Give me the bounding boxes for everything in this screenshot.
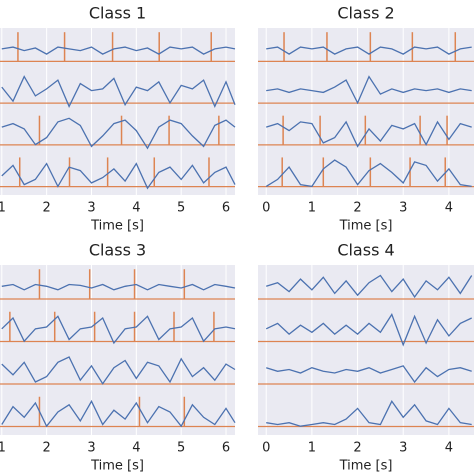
x-tick-label: 5 <box>177 441 185 456</box>
panel-title: Class 1 <box>89 4 146 23</box>
signal-trace <box>266 46 472 55</box>
x-axis-label: Time [s] <box>339 219 393 234</box>
signal-trace <box>1 46 236 55</box>
x-tick-label: 2 <box>43 201 51 216</box>
signal-trace <box>1 356 236 385</box>
plot-area <box>258 265 474 435</box>
x-tick-label: 3 <box>87 201 95 216</box>
x-tick-label: 3 <box>399 201 407 216</box>
x-tick-label: 4 <box>445 201 453 216</box>
signal-trace <box>266 120 472 148</box>
x-tick-label: 4 <box>132 201 140 216</box>
x-tick-label: 1 <box>0 441 6 456</box>
x-tick-label: 3 <box>399 441 407 456</box>
x-axis-label: Time [s] <box>339 459 393 474</box>
x-tick-label: 1 <box>308 201 316 216</box>
x-tick-label: 6 <box>222 201 230 216</box>
signal-trace <box>266 400 472 427</box>
signal-trace <box>1 162 236 190</box>
x-tick-label: 4 <box>445 441 453 456</box>
signal-trace <box>1 117 236 150</box>
signal-trace <box>266 365 472 384</box>
x-tick-label: 0 <box>262 201 270 216</box>
x-tick-label: 1 <box>308 441 316 456</box>
x-tick-label: 0 <box>262 441 270 456</box>
signal-trace <box>1 399 236 428</box>
x-tick-label: 6 <box>222 441 230 456</box>
signal-trace <box>265 313 472 347</box>
panel-title: Class 2 <box>337 4 394 23</box>
signal-trace <box>266 274 473 299</box>
plot-area <box>0 28 235 195</box>
x-tick-label: 2 <box>353 441 361 456</box>
x-tick-label: 5 <box>177 201 185 216</box>
signal-trace <box>1 283 236 291</box>
signal-trace <box>1 315 236 345</box>
signal-trace <box>265 159 472 188</box>
plot-area <box>258 28 474 195</box>
signal-trace <box>1 75 236 109</box>
x-tick-label: 2 <box>353 201 361 216</box>
x-axis-label: Time [s] <box>90 459 144 474</box>
x-tick-label: 3 <box>87 441 95 456</box>
x-tick-label: 1 <box>0 201 6 216</box>
x-tick-label: 2 <box>43 441 51 456</box>
plot-area <box>0 265 235 435</box>
signal-trace <box>266 75 472 105</box>
x-tick-label: 4 <box>132 441 140 456</box>
x-axis-label: Time [s] <box>90 219 144 234</box>
panel-title: Class 3 <box>89 241 146 260</box>
panel-title: Class 4 <box>337 241 394 260</box>
